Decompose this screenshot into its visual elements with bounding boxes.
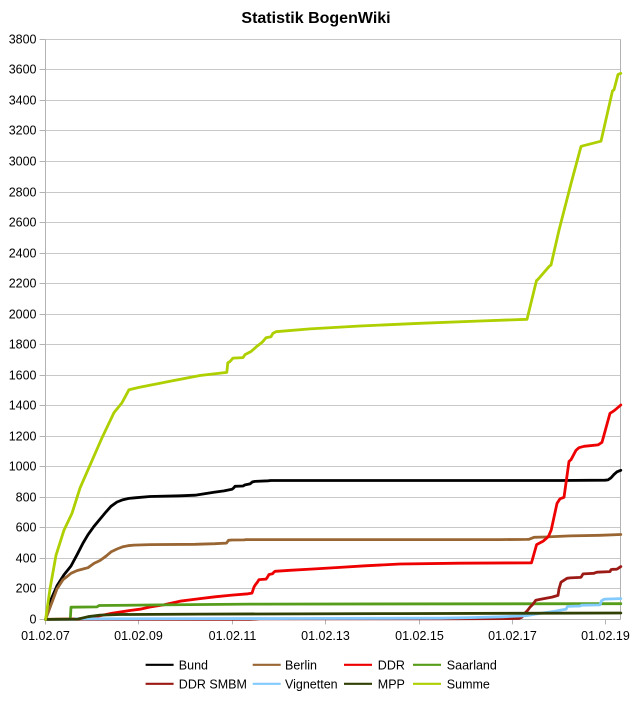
svg-text:Summe: Summe	[447, 678, 490, 692]
svg-text:800: 800	[16, 491, 37, 505]
svg-text:3000: 3000	[9, 155, 37, 169]
svg-text:Bund: Bund	[179, 659, 208, 673]
svg-text:2000: 2000	[9, 308, 37, 322]
svg-text:DDR: DDR	[378, 659, 405, 673]
svg-text:1200: 1200	[9, 430, 37, 444]
svg-text:3400: 3400	[9, 94, 37, 108]
svg-text:01.02.17: 01.02.17	[488, 629, 537, 643]
svg-text:01.02.07: 01.02.07	[21, 629, 70, 643]
svg-text:Statistik BogenWiki: Statistik BogenWiki	[241, 10, 390, 27]
svg-text:1800: 1800	[9, 338, 37, 352]
svg-text:0: 0	[30, 613, 37, 627]
svg-text:Saarland: Saarland	[447, 659, 497, 673]
svg-text:1000: 1000	[9, 460, 37, 474]
svg-text:DDR SMBM: DDR SMBM	[179, 678, 247, 692]
svg-text:Berlin: Berlin	[285, 659, 317, 673]
svg-text:1600: 1600	[9, 369, 37, 383]
svg-text:01.02.11: 01.02.11	[209, 629, 257, 643]
svg-text:3800: 3800	[9, 33, 37, 47]
svg-text:Vignetten: Vignetten	[285, 678, 338, 692]
svg-text:01.02.19: 01.02.19	[581, 629, 630, 643]
svg-text:400: 400	[16, 552, 37, 566]
svg-text:200: 200	[16, 582, 37, 596]
svg-text:2200: 2200	[9, 277, 37, 291]
svg-text:2400: 2400	[9, 247, 37, 261]
svg-text:1400: 1400	[9, 399, 37, 413]
svg-text:01.02.13: 01.02.13	[301, 629, 350, 643]
svg-text:01.02.09: 01.02.09	[114, 629, 163, 643]
svg-text:600: 600	[16, 521, 37, 535]
svg-text:2800: 2800	[9, 186, 37, 200]
svg-text:3200: 3200	[9, 124, 37, 138]
svg-text:01.02.15: 01.02.15	[395, 629, 444, 643]
svg-text:2600: 2600	[9, 216, 37, 230]
svg-text:MPP: MPP	[378, 678, 405, 692]
svg-text:3600: 3600	[9, 63, 37, 77]
